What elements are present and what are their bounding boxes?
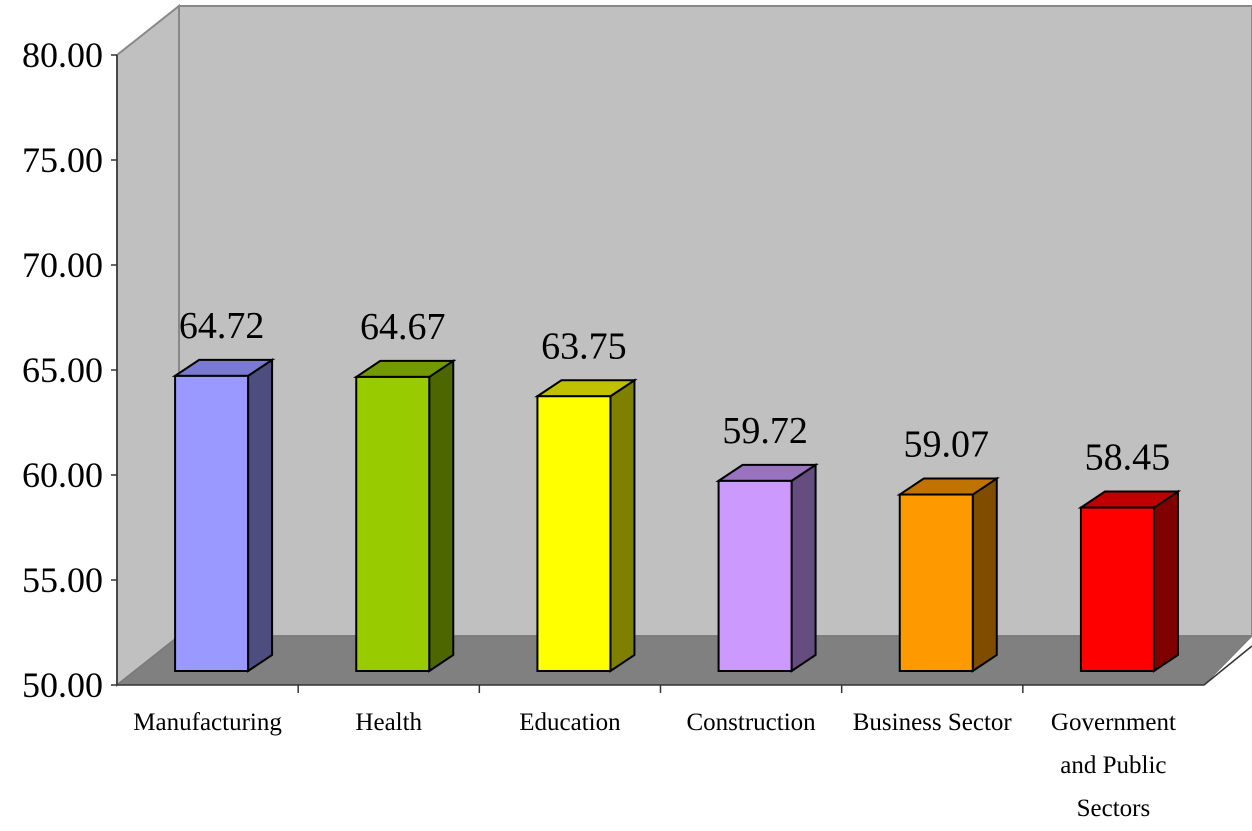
x-tick-label: Education: [519, 709, 621, 736]
value-label: 64.67: [360, 306, 446, 348]
bar: [896, 476, 1001, 673]
x-axis-ticks: [297, 685, 1024, 693]
y-tick-label: 50.00: [22, 665, 103, 705]
x-tick-label: Manufacturing: [133, 709, 282, 736]
x-tick-label: Construction: [686, 709, 816, 736]
bars: [171, 358, 1182, 673]
x-tick-label: and Public: [1060, 752, 1166, 779]
value-label: 63.75: [541, 325, 627, 367]
y-tick-label: 65.00: [22, 350, 103, 390]
y-tick-label: 55.00: [22, 560, 103, 600]
x-axis-depth-line: [1203, 645, 1252, 686]
x-tick-label: Health: [355, 709, 422, 736]
bar-side: [790, 463, 817, 673]
bar: [534, 378, 638, 673]
y-tick-label: 80.00: [22, 35, 103, 75]
bar-front: [717, 479, 793, 672]
bar-side: [247, 358, 274, 673]
bar-side: [428, 359, 455, 673]
bar: [171, 358, 276, 673]
x-tick-label: Sectors: [1077, 795, 1151, 822]
y-tick-label: 60.00: [22, 455, 103, 495]
bar-front: [1079, 506, 1155, 672]
x-tick-label: Business Sector: [853, 709, 1013, 736]
y-tick-label: 70.00: [22, 245, 103, 285]
value-label: 64.72: [179, 305, 265, 347]
bar-side: [1152, 489, 1179, 673]
bar-side: [971, 476, 998, 673]
y-tick-label: 75.00: [22, 140, 103, 180]
value-labels: 64.72 64.67 63.75 59.72 59.07 58.45: [179, 305, 1170, 479]
bar-front: [355, 375, 431, 672]
bar: [715, 463, 819, 673]
value-label: 59.72: [722, 410, 808, 452]
bar: [1077, 489, 1182, 673]
bar-side: [609, 378, 636, 673]
bar: [352, 359, 457, 673]
side-wall: [116, 3, 180, 688]
bar-front: [536, 395, 612, 672]
value-label: 59.07: [904, 424, 990, 466]
value-label: 58.45: [1085, 437, 1171, 479]
x-axis-labels: Manufacturing Health Education Construction…: [133, 709, 1176, 822]
bar-front: [174, 374, 250, 672]
bar-front: [898, 493, 974, 672]
y-axis-ticks: 50.00 55.00 60.00 65.00 70.00 75.00 80.00: [22, 35, 117, 705]
x-tick-label: Government: [1051, 709, 1176, 736]
